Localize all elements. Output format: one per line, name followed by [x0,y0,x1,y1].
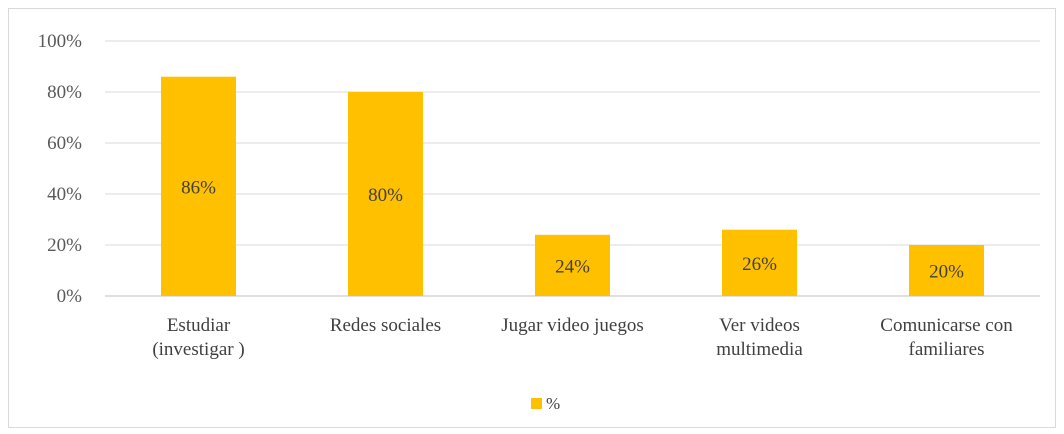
y-tick-label: 100% [38,31,83,52]
category-label: Ver videos [719,315,800,336]
data-label: 26% [742,254,777,275]
category-label: multimedia [716,339,803,360]
data-label: 24% [555,256,590,277]
bar [722,229,797,296]
bar [348,92,423,296]
bar [161,76,236,296]
category-label: Jugar video juegos [501,315,643,336]
data-label: 86% [181,177,216,198]
y-tick-label: 80% [47,82,82,103]
category-label: Estudiar [167,315,231,336]
bar [535,234,610,296]
category-label: Redes sociales [330,315,441,336]
legend-swatch [531,398,542,409]
y-tick-label: 20% [47,235,82,256]
data-label: 20% [929,262,964,283]
legend-label: % [546,394,560,413]
category-label: Comunicarse con [880,315,1013,336]
category-label: (investigar ) [152,339,244,360]
bar [909,245,984,296]
category-label: familiares [909,339,985,360]
y-tick-label: 60% [47,133,82,154]
y-tick-label: 40% [47,184,82,205]
y-tick-label: 0% [57,286,83,307]
data-label: 80% [368,185,403,206]
